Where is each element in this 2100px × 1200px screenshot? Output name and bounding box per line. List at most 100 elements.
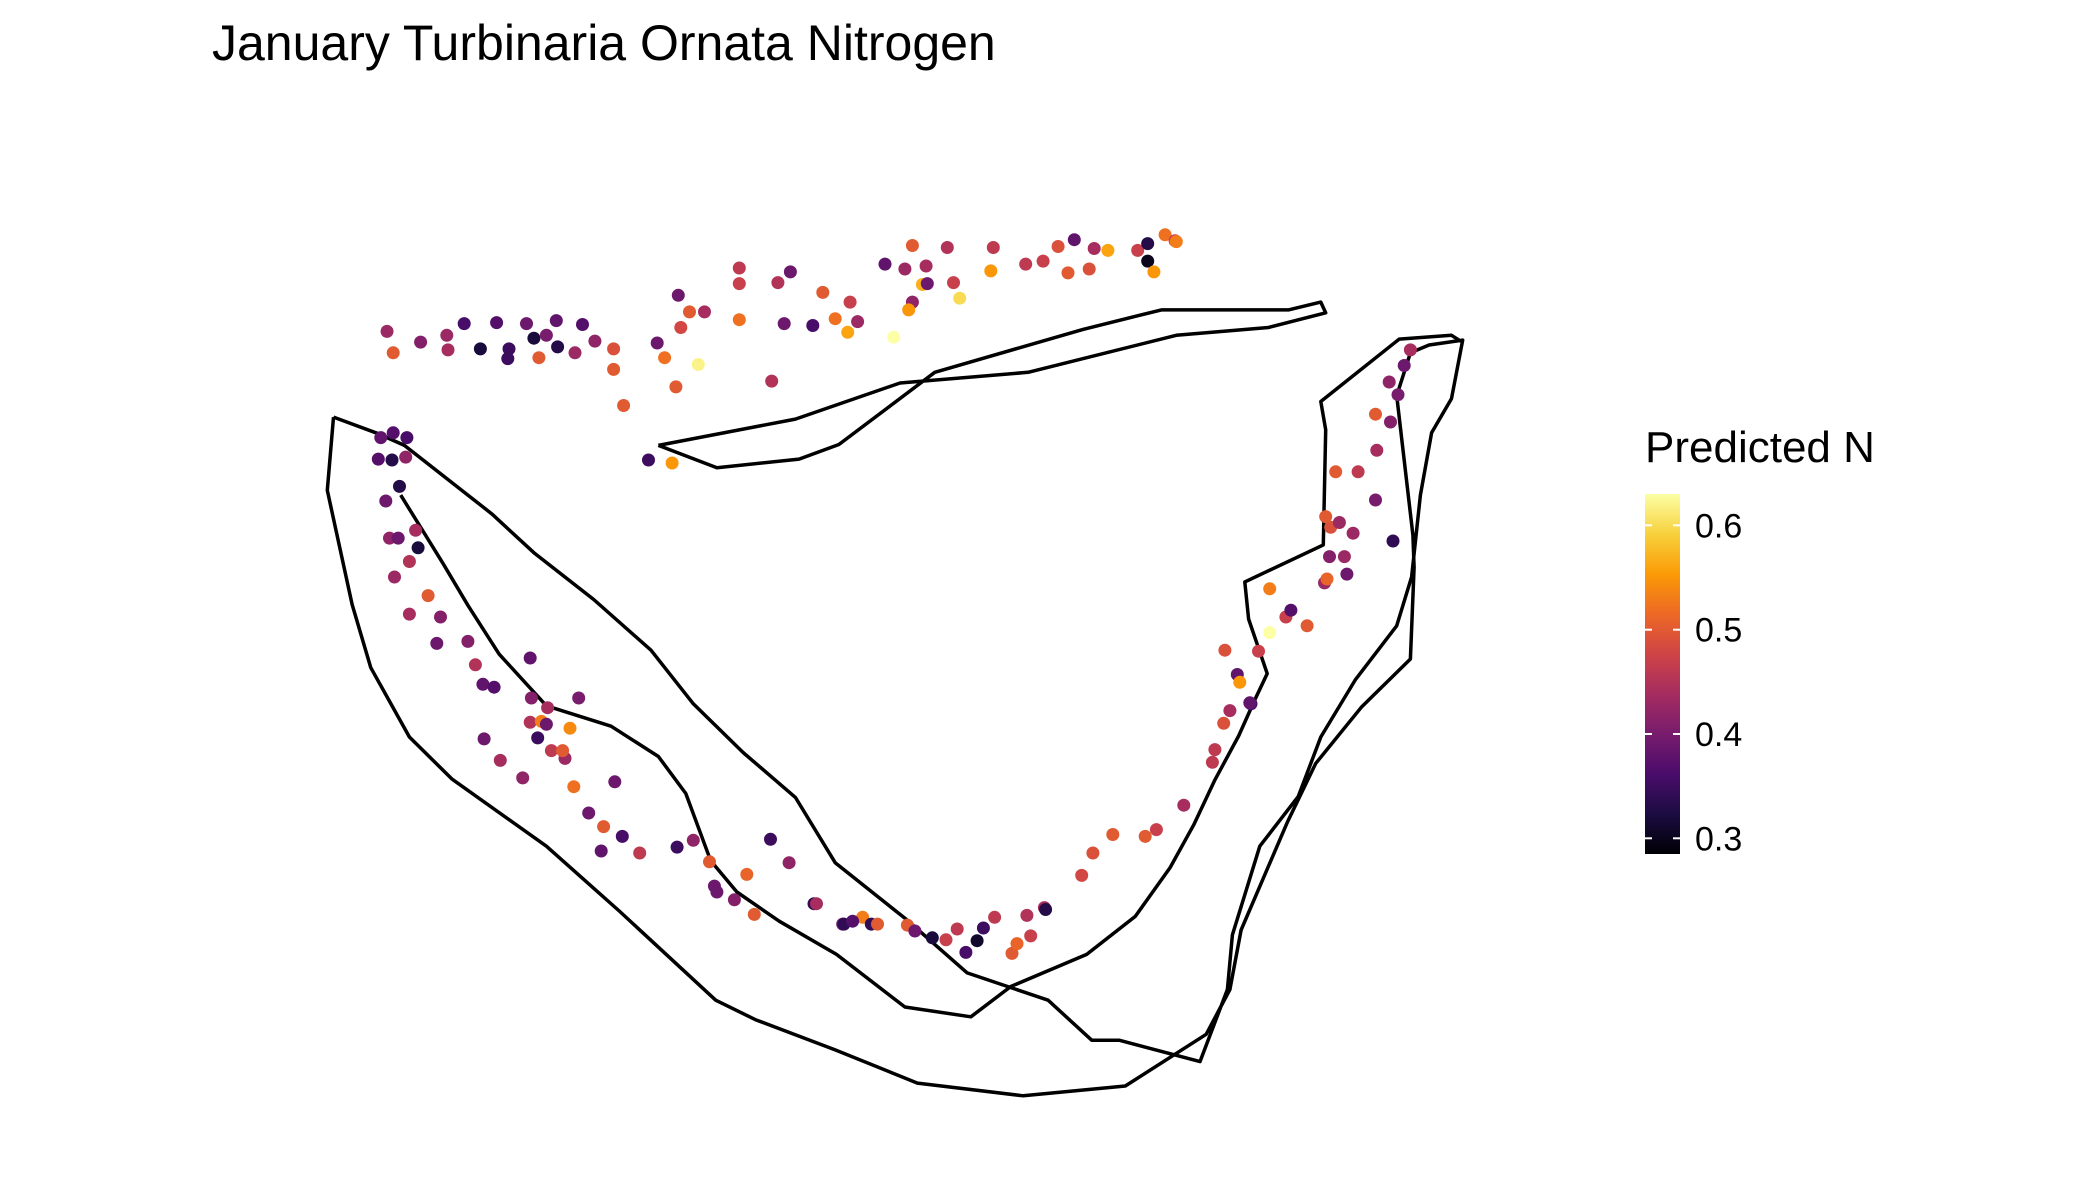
data-point xyxy=(430,636,444,650)
data-point xyxy=(374,431,388,445)
data-point xyxy=(846,914,860,928)
legend-tick-label: 0.6 xyxy=(1695,507,1742,545)
data-point xyxy=(1005,946,1019,960)
data-point xyxy=(541,701,555,715)
data-point xyxy=(683,305,696,319)
data-point xyxy=(777,317,791,331)
data-point xyxy=(388,570,401,584)
data-point xyxy=(1067,233,1081,247)
data-point xyxy=(1020,908,1034,922)
data-point xyxy=(1141,237,1155,251)
data-point xyxy=(1141,254,1155,268)
points-layer xyxy=(371,228,1417,960)
data-point xyxy=(1205,755,1219,769)
data-point xyxy=(650,336,664,350)
data-point xyxy=(1217,716,1231,730)
data-point xyxy=(391,531,405,545)
data-point xyxy=(970,934,984,948)
data-point xyxy=(520,317,533,331)
data-point xyxy=(732,261,746,275)
data-point xyxy=(544,744,558,758)
data-point xyxy=(1320,572,1334,586)
data-point xyxy=(856,910,870,924)
data-point xyxy=(402,555,416,568)
legend-ticks: 0.3 0.4 0.5 0.6 xyxy=(1645,507,1742,858)
data-point xyxy=(607,342,621,356)
data-point xyxy=(950,922,964,936)
data-point xyxy=(986,241,1000,254)
data-point xyxy=(1233,675,1247,689)
data-point xyxy=(551,340,565,354)
data-point xyxy=(670,840,684,854)
legend: Predicted N 0.3 0.4 0.5 0.6 xyxy=(1645,423,1875,858)
data-point xyxy=(1131,243,1145,257)
data-point xyxy=(1329,465,1343,479)
data-point xyxy=(828,312,842,326)
data-point xyxy=(402,607,416,621)
data-point xyxy=(984,264,998,278)
data-point xyxy=(919,259,933,273)
data-point xyxy=(523,651,537,665)
map-layer xyxy=(325,300,1465,1098)
data-point xyxy=(1036,254,1050,268)
data-point xyxy=(539,717,553,731)
data-point xyxy=(783,265,797,279)
data-point xyxy=(925,931,939,945)
data-point xyxy=(1397,359,1411,372)
data-point xyxy=(902,303,916,317)
data-point xyxy=(487,680,501,694)
data-point xyxy=(686,833,700,847)
data-point xyxy=(851,315,865,329)
data-point xyxy=(1208,743,1222,757)
data-point xyxy=(1403,343,1417,357)
data-point xyxy=(905,239,919,252)
data-point xyxy=(810,897,823,911)
data-point xyxy=(806,319,820,332)
data-point xyxy=(843,295,857,309)
data-point xyxy=(386,426,400,440)
data-point xyxy=(908,924,922,938)
data-point xyxy=(959,945,973,959)
north-loop-outline xyxy=(657,300,1328,470)
data-point xyxy=(490,316,504,330)
data-point xyxy=(532,351,546,365)
data-point xyxy=(710,885,724,899)
data-point xyxy=(414,335,428,349)
data-point xyxy=(1384,415,1397,429)
legend-colorbar xyxy=(1645,494,1680,854)
data-point xyxy=(468,658,482,672)
data-point xyxy=(1138,829,1152,843)
data-point xyxy=(441,343,455,357)
data-point xyxy=(608,775,622,789)
data-point xyxy=(1082,262,1096,276)
data-point xyxy=(615,829,629,843)
data-point xyxy=(878,257,892,271)
data-point xyxy=(1346,526,1360,540)
data-point xyxy=(1351,465,1365,479)
data-point xyxy=(567,780,581,794)
data-point xyxy=(1147,265,1161,279)
data-point xyxy=(740,867,754,881)
data-point xyxy=(476,677,490,691)
data-point xyxy=(1369,493,1382,507)
data-point xyxy=(379,494,393,508)
data-point xyxy=(1101,243,1115,257)
data-point xyxy=(1169,235,1183,249)
data-point xyxy=(1218,643,1232,657)
data-point xyxy=(1284,603,1298,617)
data-point xyxy=(411,541,425,555)
data-point xyxy=(493,753,507,767)
data-point xyxy=(563,721,577,735)
data-point xyxy=(782,856,796,870)
data-point xyxy=(568,346,582,360)
data-point xyxy=(440,328,454,342)
data-point xyxy=(524,691,538,705)
data-point xyxy=(920,277,934,291)
data-point xyxy=(461,634,475,648)
legend-tick-label: 0.5 xyxy=(1695,612,1742,650)
data-point xyxy=(582,806,596,820)
data-point xyxy=(421,589,435,603)
data-point xyxy=(501,352,515,366)
data-point xyxy=(516,771,530,785)
data-point xyxy=(671,288,685,302)
